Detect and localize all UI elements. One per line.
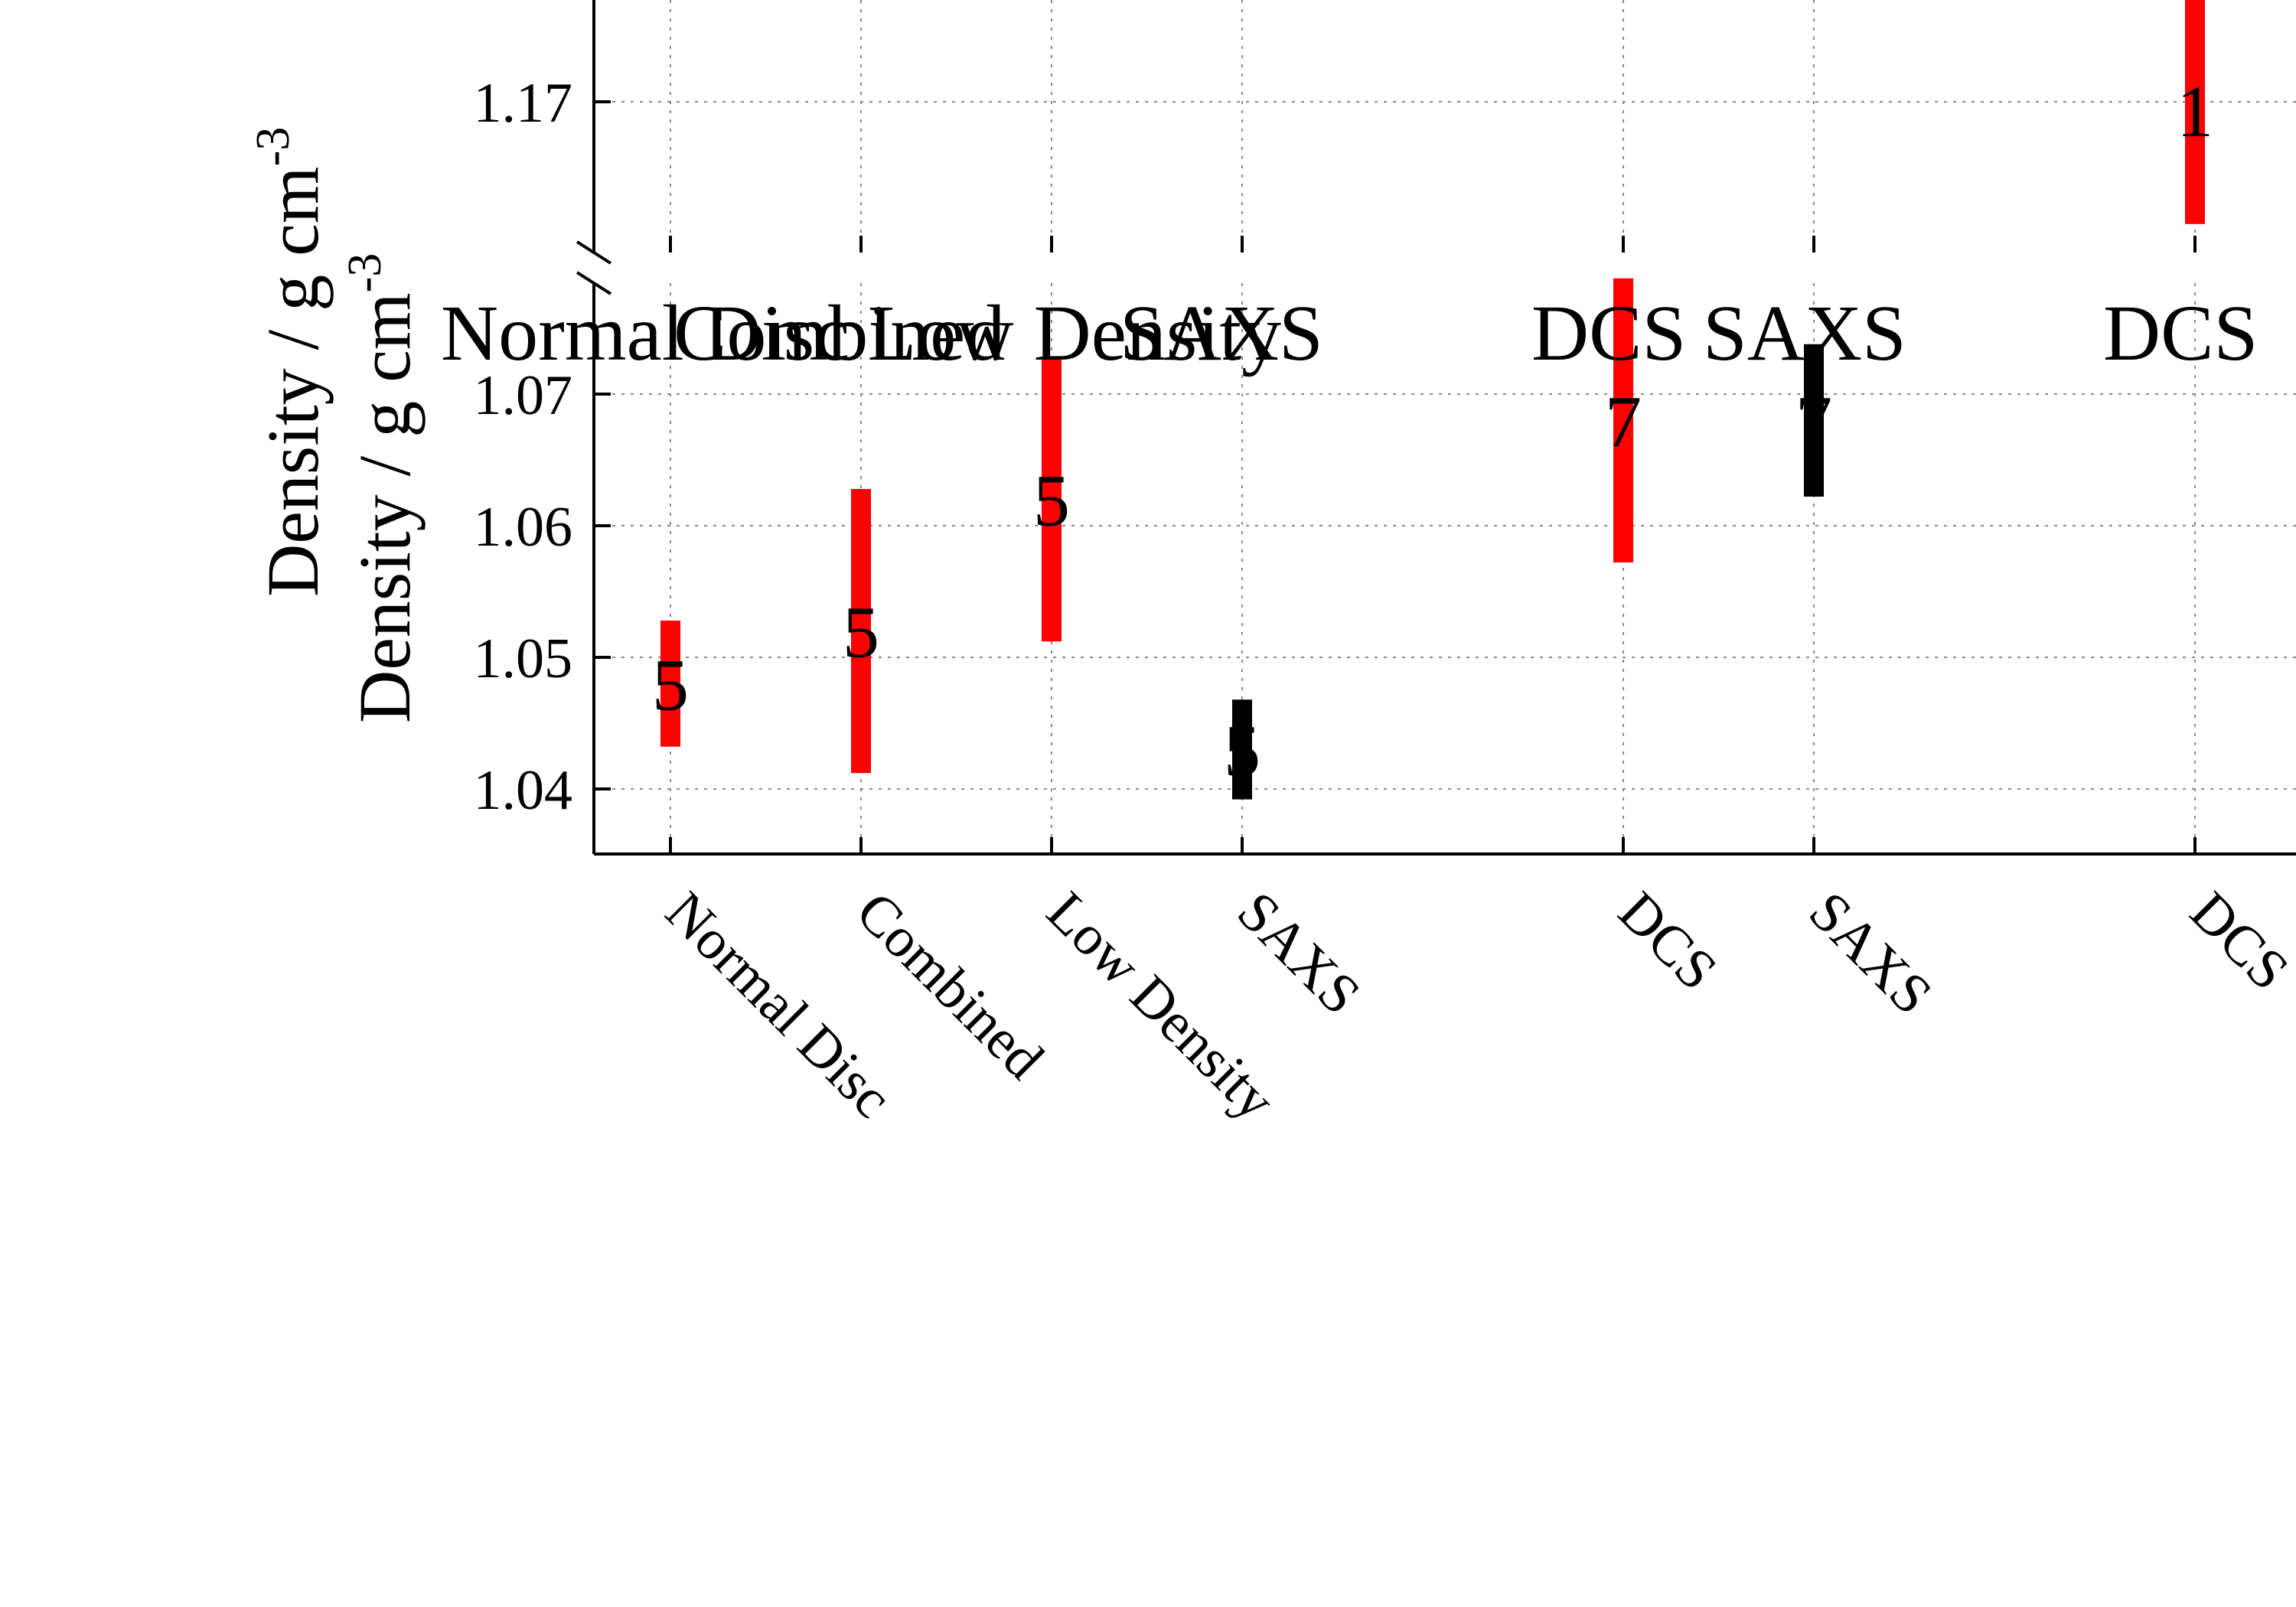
y-axis-label-upper-main: Density / g cm xyxy=(252,166,334,597)
axis-break-mark xyxy=(576,240,612,295)
y-tick-label: 1.06 xyxy=(474,496,573,559)
y-axis-label-upper: Density / g cm-3 xyxy=(247,127,334,597)
y-tick-label: 1.05 xyxy=(474,627,573,690)
y-axis-label-upper-exponent: -3 xyxy=(247,127,299,167)
top-category-label: SAXS xyxy=(1120,289,1323,377)
y-tick-label: 1.04 xyxy=(474,759,573,822)
sample-count-label: 7 xyxy=(1795,380,1832,462)
y-tick-label: 1.17 xyxy=(474,72,573,135)
top-category-label: DCS xyxy=(1531,289,1686,377)
x-category-label: DCS xyxy=(1606,880,1729,1002)
sample-count-label: 7 xyxy=(1605,380,1642,462)
sample-count-label: 5 xyxy=(1224,709,1261,791)
y-axis-label-lower-main: Density / g cm xyxy=(344,292,426,723)
top-category-label: Normal Disc xyxy=(441,289,850,377)
grid xyxy=(594,0,2296,854)
sample-count-label: 1 xyxy=(2177,70,2213,152)
y-axis-label-lower-exponent: -3 xyxy=(339,253,391,293)
x-category-label: DCS xyxy=(2178,880,2296,1002)
sample-count-label: 5 xyxy=(1033,460,1070,542)
top-category-label: SAXS xyxy=(1703,289,1906,377)
sample-count-label: 5 xyxy=(843,592,879,673)
x-category-label: SAXS xyxy=(1225,880,1372,1027)
error-bars: 5 5 5 7 1 5 7 xyxy=(652,0,2213,800)
x-category-label: SAXS xyxy=(1797,880,1944,1027)
top-category-label: Low Density xyxy=(868,289,1281,377)
tick-labels: 1.04 1.05 1.06 1.07 1.17 xyxy=(474,72,573,822)
top-category-label: Combined xyxy=(673,289,1005,377)
y-tick-label: 1.07 xyxy=(474,364,573,427)
sample-count-label: 5 xyxy=(652,644,689,725)
top-category-label: DCS xyxy=(2103,289,2258,377)
y-axis-label-lower: Density / g cm-3 xyxy=(339,253,426,723)
axes xyxy=(576,0,2296,856)
